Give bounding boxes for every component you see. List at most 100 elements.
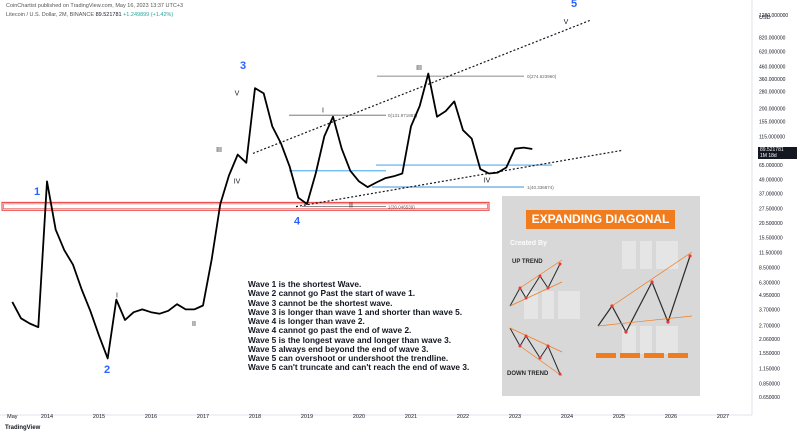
fib-level-label: 1(30.046539) (388, 205, 415, 210)
time-tick-label: 2025 (613, 414, 625, 420)
support-zone-box (1, 201, 490, 211)
price-series (11, 72, 533, 360)
time-tick-label: 2021 (405, 414, 417, 420)
price-tick-label: 200.000000 (759, 106, 786, 112)
wave-label-roman: II (349, 202, 353, 209)
infographic-credit: Created By (510, 240, 547, 247)
price-tick-label: 4.950000 (759, 293, 780, 299)
price-tick-label: 1280.000000 (759, 13, 788, 19)
wave-tag (596, 353, 616, 358)
current-price-tag: 89.521781 1M 18d (758, 147, 797, 159)
price-line (11, 72, 533, 360)
wave-label-blue: 3 (240, 60, 246, 72)
time-tick-label: 2019 (301, 414, 313, 420)
publisher-line: CoinChartist published on TradingView.co… (6, 3, 184, 9)
price-tick-label: 360.000000 (759, 77, 786, 83)
big-diagonal-diagram (597, 251, 693, 334)
price-tick-label: 65.000000 (759, 163, 783, 169)
price-tick-label: 3.700000 (759, 307, 780, 313)
price-tick-label: 0.850000 (759, 381, 780, 387)
wave-label-roman: IV (234, 179, 241, 186)
watermark-logo (524, 241, 678, 354)
price-tick-label: 8.500000 (759, 266, 780, 272)
wave-label-blue: 5 (571, 0, 577, 10)
price-tick-label: 460.000000 (759, 65, 786, 71)
time-tick-label: 2022 (457, 414, 469, 420)
wave-label-roman: III (416, 65, 422, 72)
time-tick-label: 2026 (665, 414, 677, 420)
time-tick-label: 2020 (353, 414, 365, 420)
horizontal-levels: 0(274.623960) 0(131.971881) 1(40.336874) 1(… (1, 74, 557, 211)
infographic-title: EXPANDING DIAGONAL (526, 210, 675, 229)
infographic-diagrams (509, 241, 693, 377)
price-tick-label: 37.000000 (759, 191, 783, 197)
wave-label-blue: 2 (104, 364, 110, 376)
support-zone-inner (3, 203, 488, 210)
rule-line: Wave 5 can overshoot or undershoot the t… (248, 353, 449, 363)
wave-label-roman: II (192, 321, 196, 328)
time-tick-label: 2018 (249, 414, 261, 420)
expanding-diagonal-infographic: EXPANDING DIAGONAL Created By UP TREND D… (502, 196, 700, 396)
symbol-name: Litecoin / U.S. Dollar, 2M, BINANCE (6, 12, 95, 18)
time-tick-label: 2017 (197, 414, 209, 420)
price-tick-label: 0.650000 (759, 395, 780, 401)
rule-line: Wave 1 is the shortest Wave. (248, 279, 362, 289)
price-tick-label: 155.000000 (759, 119, 786, 125)
trendlines (252, 19, 623, 208)
price-tick-label: 11.500000 (759, 250, 782, 256)
price-change: +1.249899 (+1.42%) (123, 12, 174, 18)
wave-tag (620, 353, 640, 358)
upper-trendline (252, 19, 591, 154)
wave-label-roman: I (116, 292, 118, 299)
symbol-line: Litecoin / U.S. Dollar, 2M, BINANCE 89.5… (6, 12, 173, 18)
price-tick-label: 620.000000 (759, 50, 786, 56)
lower-trendline (295, 149, 623, 208)
time-tick-label: 2015 (93, 414, 105, 420)
down-trend-diagram (509, 327, 563, 377)
price-tick-label: 1.150000 (759, 366, 780, 372)
wave-label-roman: III (216, 147, 222, 154)
fib-level-label: 0(274.623960) (527, 74, 557, 79)
current-price-value: 89.521781 (760, 147, 784, 153)
rule-line: Wave 4 cannot go past the end of wave 2. (248, 325, 412, 336)
price-tick-label: 1.550000 (759, 351, 780, 357)
time-tick-label: 2024 (561, 414, 573, 420)
rule-line: Wave 2 cannot go Past the start of wave … (248, 288, 416, 299)
price-tick-label: 6.300000 (759, 281, 780, 287)
price-tick-label: 280.000000 (759, 90, 786, 96)
time-tick-label: 2023 (509, 414, 521, 420)
time-tick-label: 2014 (41, 414, 53, 420)
time-tick-label: 2016 (145, 414, 157, 420)
tradingview-brand: TradingView (5, 425, 41, 431)
price-tick-label: 49.000000 (759, 177, 783, 183)
time-axis: May 2014 2015 2016 2017 2018 2019 2020 2021 2022 2… (7, 414, 729, 420)
price-tick-label: 27.500000 (759, 206, 783, 212)
rule-line: Wave 3 cannot be the shortest wave. (248, 297, 393, 308)
current-price-countdown: 1M 18d (760, 153, 777, 159)
time-tick-label: 2027 (717, 414, 729, 420)
up-trend-diagram (509, 259, 563, 307)
time-tick-label: May (7, 414, 18, 420)
fib-level-label: 0(131.971881) (388, 113, 418, 118)
wave-tag (644, 353, 664, 358)
rule-line: Wave 5 always end beyond the end of wave… (248, 343, 429, 354)
wave-label-roman: IV (484, 177, 491, 184)
price-tick-label: 15.500000 (759, 235, 783, 241)
price-tick-label: 115.000000 (759, 134, 785, 140)
wave-label-blue: 4 (294, 215, 301, 227)
price-tick-label: 2.700000 (759, 323, 780, 329)
rule-line: Wave 3 is longer than wave 1 and shorter… (248, 306, 463, 317)
rule-line: Wave 5 can't truncate and can't reach th… (248, 362, 470, 373)
price-tick-label: 820.000000 (759, 35, 786, 41)
down-trend-label: DOWN TREND (507, 371, 549, 377)
up-trend-label: UP TREND (512, 259, 543, 265)
wave-label-blue: 1 (34, 186, 40, 198)
wave-label-roman: V (235, 90, 240, 97)
price-tick-label: 20.500000 (759, 221, 783, 227)
wave-label-roman: I (322, 107, 324, 114)
last-price: 89.521781 (95, 12, 122, 18)
rule-line: Wave 5 is the longest wave and longer th… (248, 334, 452, 345)
